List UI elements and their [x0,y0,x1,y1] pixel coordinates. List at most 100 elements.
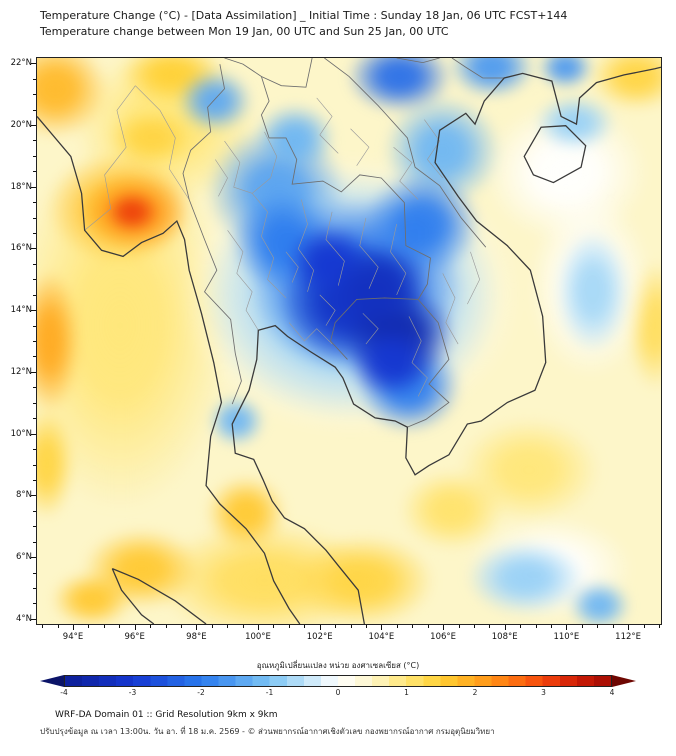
temp-anomaly-blob [106,191,159,232]
x-tick-mark [73,625,74,630]
y-tick-label: 12°N [10,366,32,377]
temp-anomaly-blob [37,408,74,520]
x-tick-mark [628,625,630,630]
colorbar-left-arrow [40,675,64,687]
x-tick-label: 112°E [615,632,642,642]
x-tick-mark [504,625,506,630]
y-tick-label: 6°N [15,552,32,563]
x-tick-label: 100°E [245,632,271,642]
chart-header: Temperature Change (°C) - [Data Assimila… [40,8,567,40]
x-tick-mark [350,625,352,628]
x-tick-mark [242,625,244,628]
x-tick-mark [150,625,152,628]
x-tick-mark [88,625,90,628]
temp-anomaly-blob [206,476,286,551]
temp-anomaly-blob [209,396,265,446]
x-tick-mark [658,625,660,628]
province-borders [84,85,480,397]
x-tick-mark [612,625,614,628]
temp-anomaly-blob [568,580,631,624]
x-tick-mark [119,625,121,628]
x-tick-mark [103,625,105,628]
y-tick-label: 14°N [10,305,32,316]
x-tick-mark [288,625,290,628]
temp-anomaly-blob [467,540,585,615]
chart-subtitle: Temperature change between Mon 19 Jan, 0… [40,25,449,38]
x-tick-mark [227,625,229,628]
x-tick-label: 104°E [368,632,395,642]
x-tick-mark [57,625,59,628]
x-tick-label: 110°E [553,632,580,642]
temp-anomaly-blob [37,270,81,412]
x-tick-mark [396,625,398,628]
y-tick-label: 8°N [15,490,32,501]
colorbar-tick-label: 3 [541,688,546,697]
temperature-field-layer [37,58,661,624]
x-tick-mark [597,625,599,628]
x-tick-mark [335,625,337,628]
x-tick-mark [134,625,136,630]
x-tick-mark [381,625,383,630]
x-tick-mark [643,625,645,628]
colorbar-label: อุณหภูมิเปลี่ยนแปลง หน่วย องศาเซลเซียส (… [256,661,420,670]
colorbar-gradient [64,675,612,687]
x-tick-mark [535,625,537,628]
x-tick-label: 94°E [62,632,84,642]
x-tick-label: 98°E [186,632,207,642]
colorbar-bar [40,675,636,687]
colorbar: อุณหภูมิเปลี่ยนแปลง หน่วย องศาเซลเซียส (… [40,659,636,698]
temp-anomaly-blob [556,230,631,354]
colorbar-tick-label: 0 [335,688,341,697]
colorbar-tick-label: -4 [60,688,68,697]
x-tick-label: 102°E [306,632,333,642]
temp-anomaly-blob [178,70,253,132]
x-tick-mark [566,625,568,630]
x-tick-mark [489,625,491,628]
x-tick-mark [427,625,429,628]
x-tick-mark [196,625,198,630]
temp-anomaly-blob [347,325,434,400]
y-tick-label: 10°N [10,428,32,439]
colorbar-tick-label: 1 [404,688,409,697]
map-plot [36,57,662,625]
x-tick-mark [304,625,306,628]
colorbar-right-arrow [612,675,636,687]
colorbar-tick-label: -1 [265,688,274,697]
x-tick-label: 108°E [491,632,518,642]
x-tick-mark [473,625,475,628]
coastline-borders-layer [37,58,661,624]
temp-anomaly-blob [332,242,431,329]
x-tick-label: 106°E [430,632,457,642]
x-tick-mark [551,625,552,628]
x-tick-mark [211,625,213,628]
coastline [37,66,661,624]
x-tick-mark [443,625,445,630]
y-tick-label: 16°N [10,243,32,254]
country-borders [182,58,505,428]
colorbar-tick-labels: -4 -3 -2 -1 0 1 2 3 4 [60,687,615,698]
temp-anomaly-blob [52,571,133,624]
chart-title: Temperature Change (°C) - [Data Assimila… [40,9,568,22]
y-tick-label: 18°N [10,181,32,192]
colorbar-tick-label: -3 [128,688,137,697]
y-tick-label: 4°N [15,613,32,624]
footer-domain-info: WRF-DA Domain 01 :: Grid Resolution 9km … [55,710,278,720]
x-tick-mark [180,625,182,628]
x-tick-mark [581,625,583,628]
temp-anomaly-blob [255,104,336,172]
colorbar-tick-label: -2 [197,688,205,697]
x-tick-mark [273,625,275,628]
temp-anomaly-blob [538,58,594,89]
x-tick-mark [319,625,321,630]
x-tick-mark [458,625,460,628]
temp-anomaly-blob [534,94,615,151]
colorbar-tick-label: 4 [609,688,615,697]
y-tick-label: 22°N [10,58,32,69]
x-tick-mark [366,625,367,628]
x-tick-mark [42,625,44,628]
temp-anomaly-blob [37,58,108,138]
y-tick-label: 20°N [10,119,32,130]
x-tick-mark [412,625,414,628]
x-tick-mark [258,625,259,630]
